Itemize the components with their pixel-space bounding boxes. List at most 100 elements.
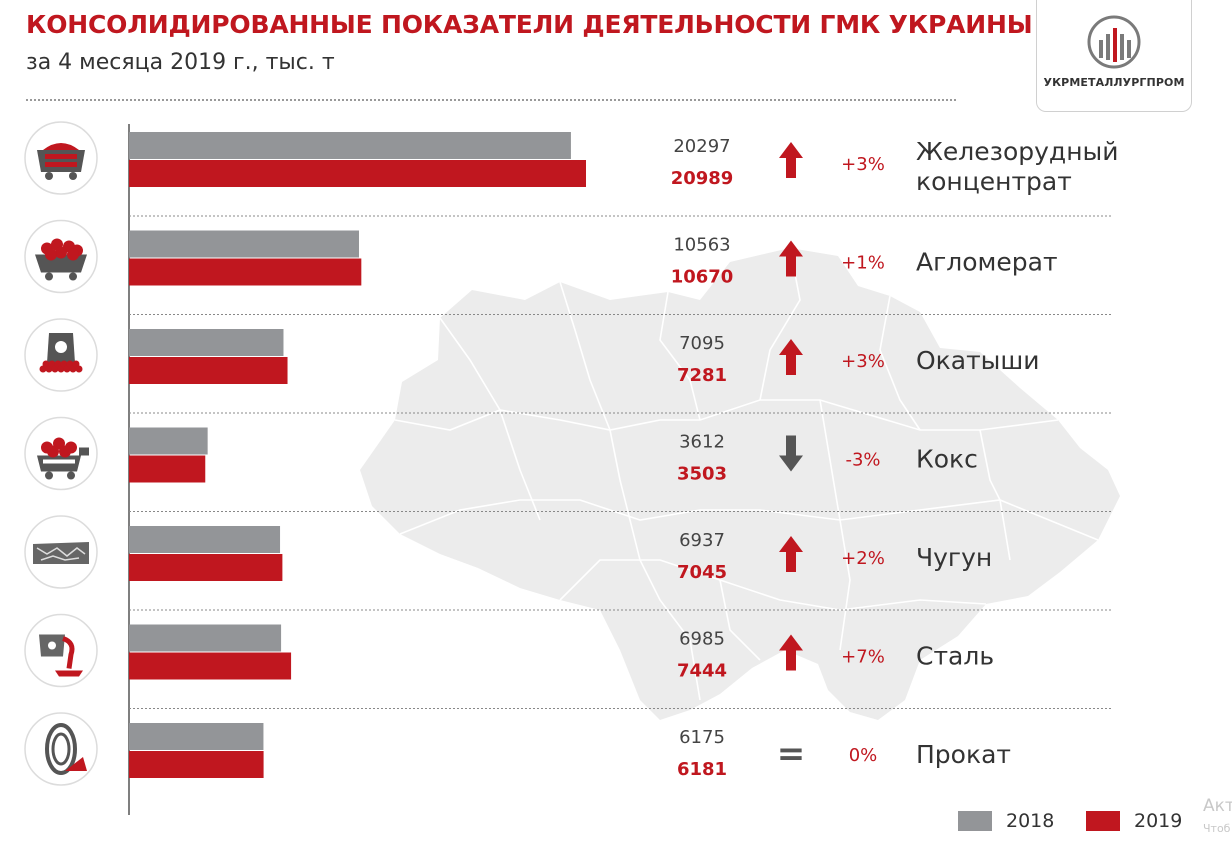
- coil-inner: [51, 732, 71, 766]
- pellet-bag-icon: [39, 333, 83, 373]
- cart-stripe: [43, 459, 75, 464]
- cart-wheel: [45, 272, 53, 281]
- value-label-2018: 7095: [679, 333, 725, 354]
- steel-ladle-icon: [39, 634, 83, 677]
- bar-2018: [129, 132, 571, 159]
- ore-stripe: [45, 154, 77, 159]
- value-label-2019: 3503: [677, 464, 727, 485]
- category-label: Окатыши: [916, 346, 1040, 375]
- value-label-2019: 20989: [671, 168, 734, 189]
- category-label: Железорудный: [916, 137, 1119, 166]
- coil-strip: [65, 757, 87, 771]
- category-label: концентрат: [916, 167, 1072, 196]
- coke-lump: [59, 445, 71, 458]
- legend-swatch-2019: [1086, 811, 1120, 831]
- bar-2018: [129, 624, 282, 652]
- bar-2019: [129, 258, 362, 286]
- value-label-2018: 3612: [679, 432, 725, 453]
- trend-down-arrow-icon: [779, 435, 803, 472]
- value-label-2018: 10563: [673, 235, 730, 256]
- coke-lump: [47, 445, 59, 458]
- legend-label-2019: 2019: [1134, 810, 1183, 832]
- category-label: Чугун: [916, 543, 992, 572]
- trend-up-arrow-icon: [779, 339, 803, 375]
- chart-row: 6985 7444 +7% Сталь: [24, 613, 1112, 709]
- ore-stripe: [45, 162, 77, 167]
- bar-2019: [129, 554, 283, 581]
- trend-up-arrow-icon: [779, 142, 803, 178]
- coke-cart-icon: [37, 437, 89, 480]
- cart-wheel: [45, 471, 53, 480]
- sinter-cart-icon: [35, 238, 87, 281]
- bar-2018: [129, 723, 264, 750]
- value-label-2018: 20297: [673, 136, 730, 157]
- rolled-coil-icon: [45, 723, 87, 775]
- logo: УКРМЕТАЛЛУРГПРОМ: [1036, 0, 1192, 112]
- change-percent: +7%: [841, 647, 885, 668]
- category-label: Сталь: [916, 642, 994, 671]
- pellet: [75, 365, 83, 373]
- pig-iron-pattern: [36, 547, 86, 561]
- change-percent: +3%: [841, 351, 885, 372]
- pig-iron-block: [33, 542, 89, 564]
- molten-stream: [62, 636, 75, 669]
- ore-pile: [43, 143, 79, 150]
- change-percent: -3%: [845, 450, 880, 471]
- logo-text: УКРМЕТАЛЛУРГПРОМ: [1043, 76, 1185, 89]
- value-label-2018: 6175: [679, 727, 725, 748]
- chart-row: 6937 7045 +2% Чугун: [24, 515, 1112, 611]
- coil-outer: [45, 723, 77, 775]
- category-label: Прокат: [916, 740, 1011, 769]
- sinter-lump: [45, 248, 57, 261]
- logo-emblem-icon: [1087, 15, 1141, 69]
- chart-row: 7095 7281 +3% Окатыши: [24, 318, 1112, 414]
- sinter-lump: [67, 248, 79, 261]
- bar-2019: [129, 357, 288, 384]
- value-label-2018: 6937: [679, 530, 725, 551]
- category-label: Агломерат: [916, 248, 1058, 277]
- page-title: КОНСОЛИДИРОВАННЫЕ ПОКАЗАТЕЛИ ДЕЯТЕЛЬНОСТ…: [26, 10, 1033, 39]
- value-label-2019: 7281: [677, 365, 727, 386]
- bar-2018: [129, 230, 359, 258]
- chart-row: 10563 10670 +1% Агломерат: [24, 219, 1112, 315]
- bar-2018: [129, 526, 281, 553]
- change-percent: 0%: [849, 745, 878, 766]
- trend-up-arrow-icon: [779, 634, 803, 671]
- bar-2018: [129, 427, 208, 455]
- change-percent: +2%: [841, 548, 885, 569]
- value-label-2019: 6181: [677, 759, 727, 780]
- cart-wheel: [69, 172, 77, 180]
- legend-label-2018: 2018: [1006, 810, 1055, 832]
- value-label-2019: 10670: [671, 267, 734, 288]
- cart-wheel: [45, 172, 53, 180]
- ladle-detail: [48, 641, 56, 650]
- watermark-subtext: Чтоб: [1203, 822, 1231, 835]
- trend-up-arrow-icon: [779, 240, 803, 277]
- pig-iron-icon: [33, 542, 89, 564]
- cart-wheel: [69, 272, 77, 281]
- legend-item-2019: 2019: [1086, 810, 1182, 832]
- bar-2019: [129, 751, 264, 778]
- watermark-text: Акт: [1203, 796, 1232, 816]
- value-label-2018: 6985: [679, 629, 725, 650]
- title-divider: [26, 99, 956, 101]
- category-label: Кокс: [916, 445, 978, 474]
- page-subtitle: за 4 месяца 2019 г., тыс. т: [26, 50, 335, 75]
- molten-pool: [55, 670, 83, 677]
- chart-row: 6175 6181 = 0% Прокат: [24, 712, 1011, 786]
- legend-item-2018: 2018: [958, 810, 1054, 832]
- bar-2019: [129, 652, 292, 680]
- trend-equal-icon: =: [777, 734, 806, 774]
- bar-2019: [129, 160, 586, 187]
- cart-body: [37, 150, 85, 172]
- change-percent: +1%: [841, 253, 885, 274]
- ore-cart-icon: [37, 143, 85, 180]
- bag-label: [55, 341, 67, 353]
- trend-up-arrow-icon: [779, 536, 803, 572]
- value-label-2019: 7444: [677, 661, 727, 682]
- sinter-lump: [55, 246, 67, 259]
- cart-wheel: [67, 471, 75, 480]
